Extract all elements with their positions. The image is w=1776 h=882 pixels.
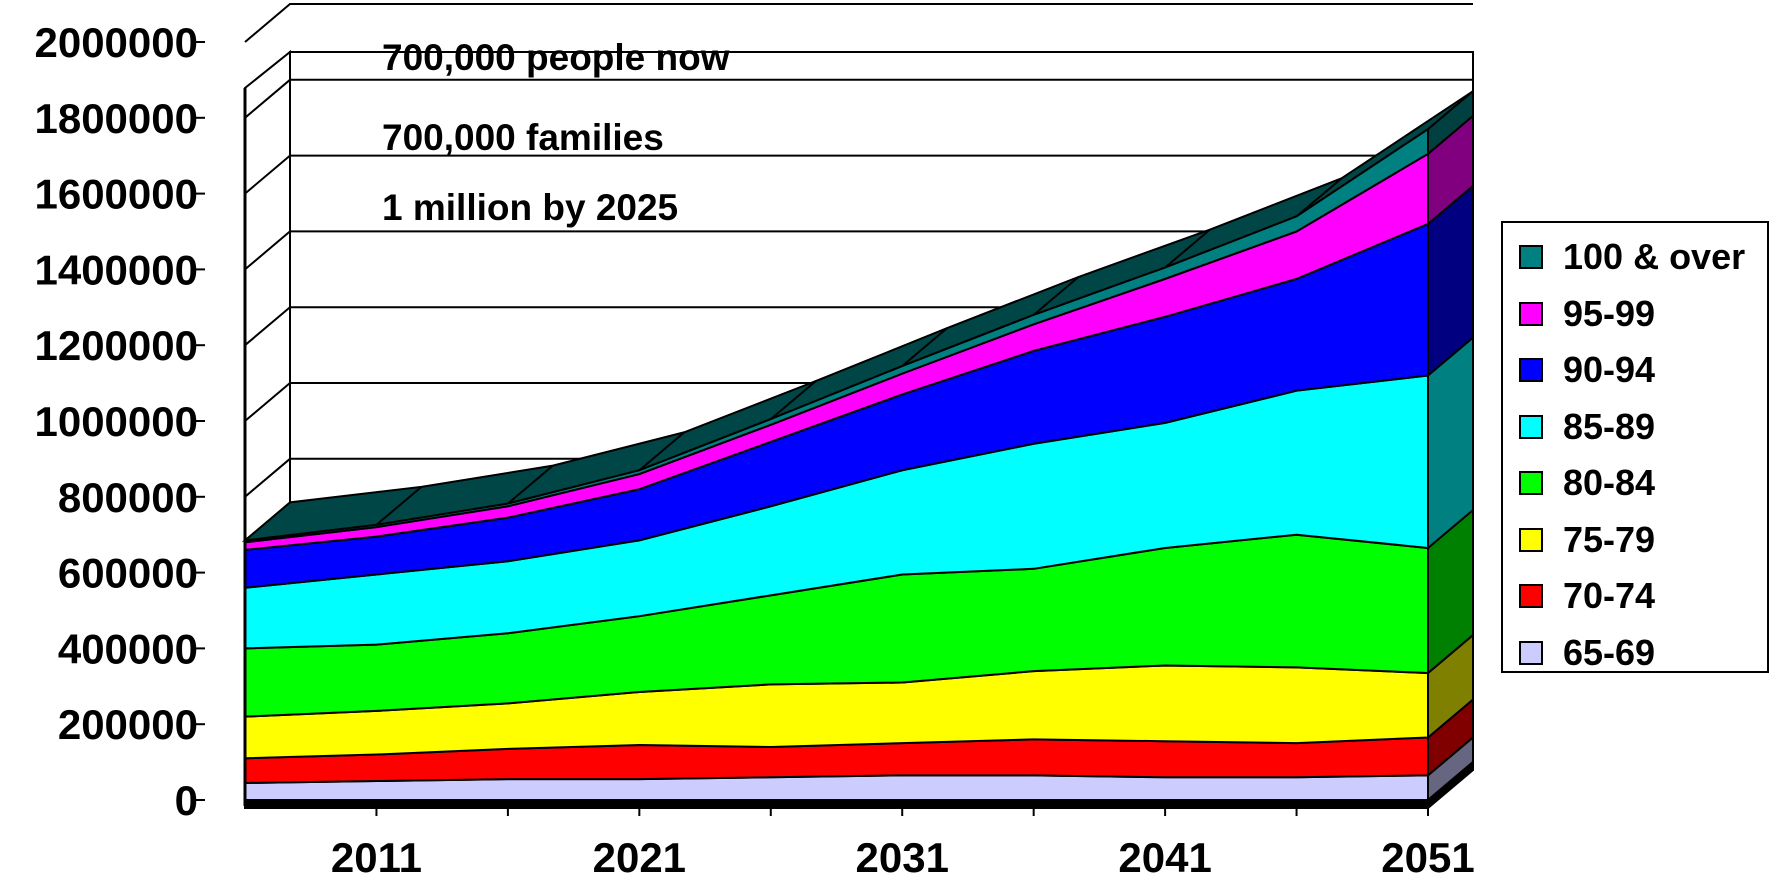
series-areas [244, 127, 1474, 809]
legend: 100 & over 95-99 90-94 85-89 80-84 75-79 70-74… [1501, 221, 1769, 673]
legend-item: 75-79 [1519, 518, 1656, 560]
legend-swatch [1519, 471, 1543, 495]
y-tick-label: 0 [175, 777, 198, 824]
legend-label: 80-84 [1563, 462, 1656, 503]
legend-swatch [1519, 245, 1543, 269]
y-tick-label: 1800000 [34, 95, 198, 142]
gridline [244, 154, 1473, 195]
y-tick-label: 2000000 [34, 19, 198, 66]
ridge-line [1295, 177, 1343, 218]
legend-swatch [1519, 358, 1543, 382]
ridge-line [1164, 228, 1211, 269]
gridline [244, 78, 1473, 119]
y-tick-label: 800000 [58, 474, 198, 521]
x-tick-label: 2031 [856, 834, 949, 881]
annotations: 700,000 people now 700,000 families 1 mi… [382, 37, 730, 228]
gridline [244, 3, 1473, 43]
legend-item: 65-69 [1519, 631, 1656, 673]
ridge-line [901, 327, 948, 367]
legend-swatch [1519, 640, 1543, 665]
y-tick-label: 1400000 [34, 246, 198, 293]
y-tick-label: 1600000 [34, 171, 198, 218]
annotation-people: 700,000 people now [382, 37, 730, 78]
legend-item: 85-89 [1519, 405, 1656, 447]
annotation-families: 700,000 families [382, 117, 664, 158]
y-tick-label: 400000 [58, 625, 198, 672]
legend-swatch [1519, 414, 1543, 439]
legend-swatch [1519, 584, 1543, 608]
legend-item: 80-84 [1519, 462, 1656, 503]
y-tick-label: 600000 [58, 550, 198, 597]
legend-label: 90-94 [1563, 349, 1656, 390]
ridge-line [1033, 276, 1080, 316]
legend-item: 100 & over [1519, 236, 1746, 277]
legend-swatch [1519, 301, 1543, 326]
legend-swatch [1519, 527, 1543, 552]
x-tick-labels: 2011 2021 2031 2041 2051 [331, 834, 1475, 881]
x-tick-label: 2011 [331, 834, 422, 881]
y-tick-labels: 0 200000 400000 600000 800000 1000000 1200000 1… [34, 19, 198, 824]
ridge-line [507, 464, 554, 505]
gridline [244, 230, 1473, 271]
x-tick-label: 2041 [1118, 834, 1211, 881]
axes [195, 41, 1429, 816]
legend-item: 95-99 [1519, 292, 1656, 334]
legend-label: 65-69 [1563, 631, 1656, 673]
legend-item: 90-94 [1519, 349, 1656, 390]
y-tick-label: 1200000 [34, 322, 198, 369]
legend-label: 70-74 [1563, 575, 1656, 616]
legend-item: 70-74 [1519, 575, 1656, 616]
ridge-line [638, 431, 685, 472]
y-tick-label: 200000 [58, 701, 198, 748]
floor [244, 759, 1474, 809]
x-tick-label: 2051 [1381, 834, 1474, 881]
y-tick-label: 1000000 [34, 398, 198, 445]
legend-label: 75-79 [1563, 518, 1656, 560]
annotation-million: 1 million by 2025 [382, 187, 678, 228]
ridge-line [375, 486, 423, 526]
series-area-100-over [244, 127, 1429, 544]
legend-label: 95-99 [1563, 292, 1656, 334]
ridge-line [770, 380, 817, 420]
x-tick-label: 2021 [593, 834, 686, 881]
legend-label: 85-89 [1563, 405, 1656, 447]
legend-label: 100 & over [1563, 236, 1746, 277]
